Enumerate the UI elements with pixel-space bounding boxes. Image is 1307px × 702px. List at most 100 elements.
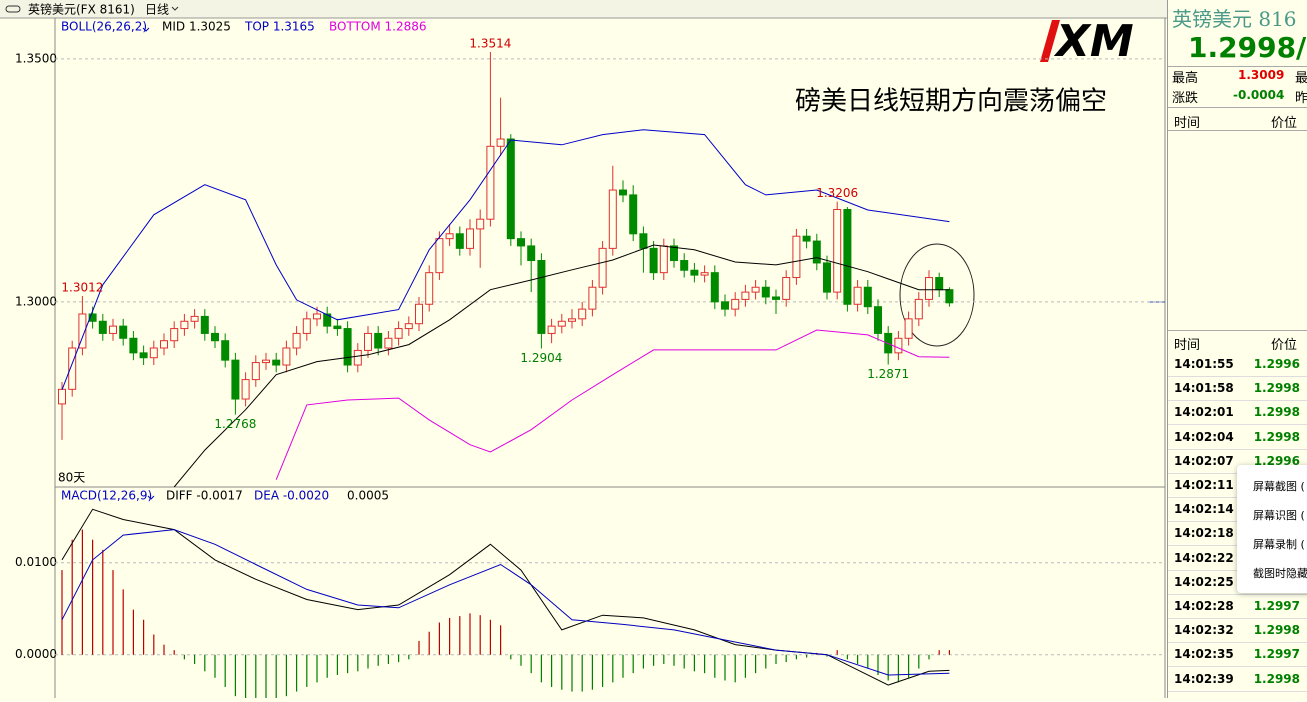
candle-body	[833, 208, 842, 293]
indicator-line	[61, 529, 950, 676]
candle-body	[231, 359, 240, 400]
candle-body	[935, 277, 944, 291]
quote-panel: 英镑美元 816 1.2998/1 最高 1.3009 最 涨跌 -0.0004…	[1167, 0, 1307, 698]
candle-body	[517, 238, 525, 247]
macd-bar	[194, 654, 196, 664]
candle-body	[802, 235, 811, 242]
legend-entry: DIFF -0.0017	[166, 489, 243, 503]
candle-body	[537, 260, 546, 334]
candle-body	[588, 286, 597, 310]
macd-bar	[693, 654, 695, 672]
tick-price: 1.2998	[1253, 381, 1300, 396]
candle-body	[211, 332, 219, 342]
macd-bar	[836, 650, 838, 655]
candle-body	[710, 272, 719, 303]
macd-bar	[183, 654, 185, 660]
macd-bar	[500, 625, 502, 655]
candle-body	[139, 352, 148, 359]
candle-body	[506, 138, 515, 240]
candle-body	[425, 272, 434, 305]
macd-bar	[846, 654, 848, 660]
candle-body	[659, 245, 668, 274]
candle-body	[527, 245, 536, 262]
candle-body	[721, 301, 729, 310]
candle-body	[272, 359, 281, 366]
y-tick-label: 1.3500	[15, 51, 57, 65]
macd-bar	[438, 622, 440, 655]
candle-body	[323, 313, 332, 327]
context-menu: 屏幕截图 ( 屏幕识图 ( 屏幕录制 ( 截图时隐藏	[1237, 465, 1307, 593]
dropdown-arrow[interactable]	[142, 27, 150, 32]
macd-bar	[540, 654, 542, 683]
candle-body	[353, 349, 362, 366]
candle-body	[853, 286, 862, 305]
column-header: 时间	[1174, 338, 1201, 353]
link-icon[interactable]	[5, 5, 21, 13]
y-tick-label: 0.0000	[15, 647, 57, 661]
symbol[interactable]: 英镑美元(FX 8161)	[28, 2, 135, 17]
headline: 磅美日线短期方向震荡偏空	[795, 87, 1107, 117]
macd-bar	[642, 654, 644, 669]
menu-item[interactable]: 屏幕截图 (	[1253, 480, 1305, 493]
candle-body	[874, 306, 882, 334]
macd-bar	[265, 654, 267, 698]
tick-time: 14:02:32	[1174, 623, 1234, 638]
candle-body	[904, 318, 913, 339]
tick-price: 1.2998	[1253, 429, 1300, 444]
indicator-line	[173, 244, 950, 487]
macd-bar	[938, 650, 940, 655]
dropdown-arrow[interactable]	[171, 6, 179, 11]
menu-item[interactable]: 截图时隐藏	[1253, 567, 1307, 580]
macd-bar	[755, 654, 757, 674]
candle-body	[374, 332, 383, 349]
macd-bar	[581, 654, 583, 692]
macd-bar	[163, 644, 165, 655]
tick-time: 14:02:01	[1174, 405, 1234, 420]
macd-bar	[81, 529, 83, 655]
candle-body	[639, 233, 648, 249]
menu-item[interactable]: 屏幕识图 (	[1253, 509, 1305, 522]
candle-body	[58, 388, 66, 405]
macd-bar	[877, 654, 879, 675]
macd-bar	[887, 654, 889, 681]
candle-body	[761, 286, 770, 298]
macd-bar	[255, 654, 257, 698]
candle-body	[578, 308, 587, 320]
candle-body	[731, 298, 740, 310]
candle-body	[302, 318, 311, 334]
candle-body	[343, 328, 352, 366]
macd-bar	[153, 634, 155, 655]
candle-body	[129, 337, 138, 354]
macd-bar	[571, 654, 573, 692]
logo: XM	[1040, 16, 1134, 67]
tick-time: 14:02:11	[1174, 478, 1234, 492]
macd-bar	[143, 619, 145, 655]
macd-bar	[928, 654, 930, 660]
menu-item[interactable]: 屏幕录制 (	[1253, 538, 1305, 551]
candle-body	[823, 262, 831, 293]
candle-body	[751, 286, 760, 293]
candle-body	[700, 272, 709, 276]
plot	[61, 508, 950, 698]
indicator-line	[275, 329, 950, 480]
divider	[1168, 330, 1307, 331]
candle-body	[170, 328, 179, 342]
macd-bar	[459, 616, 461, 655]
candle-body	[608, 189, 617, 249]
macd-bar	[275, 654, 277, 698]
y-tick-label: 1.3000	[15, 294, 57, 308]
period[interactable]: 日线	[145, 3, 169, 17]
candle-body	[364, 332, 372, 351]
macd-bar	[71, 539, 73, 655]
tick-price: 1.2997	[1253, 599, 1300, 613]
candle-body	[568, 318, 576, 322]
candle-body	[221, 340, 230, 361]
indicator-line	[61, 129, 950, 390]
candle-body	[894, 337, 903, 354]
candle-body	[160, 340, 168, 349]
macd-bar	[398, 654, 400, 663]
row-divider	[1168, 400, 1307, 402]
macd-bar	[591, 654, 593, 690]
dropdown-arrow[interactable]	[147, 495, 155, 500]
macd-bar	[510, 654, 512, 660]
